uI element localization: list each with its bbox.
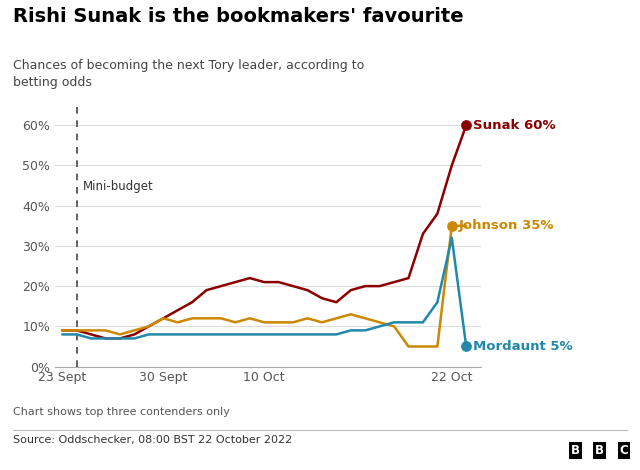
Text: Rishi Sunak is the bookmakers' favourite: Rishi Sunak is the bookmakers' favourite: [13, 7, 463, 26]
Text: Chart shows top three contenders only: Chart shows top three contenders only: [13, 407, 230, 416]
Text: Johnson 35%: Johnson 35%: [459, 219, 554, 232]
Text: B: B: [595, 444, 604, 457]
Text: Mini-budget: Mini-budget: [83, 180, 153, 193]
Text: Chances of becoming the next Tory leader, according to
betting odds: Chances of becoming the next Tory leader…: [13, 59, 364, 89]
Point: [447, 222, 457, 229]
Text: C: C: [620, 444, 628, 457]
Text: B: B: [571, 444, 580, 457]
Point: [461, 121, 471, 129]
Text: Source: Oddschecker, 08:00 BST 22 October 2022: Source: Oddschecker, 08:00 BST 22 Octobe…: [13, 435, 292, 445]
Point: [461, 343, 471, 350]
Text: Mordaunt 5%: Mordaunt 5%: [474, 340, 573, 353]
Text: Sunak 60%: Sunak 60%: [474, 119, 556, 132]
